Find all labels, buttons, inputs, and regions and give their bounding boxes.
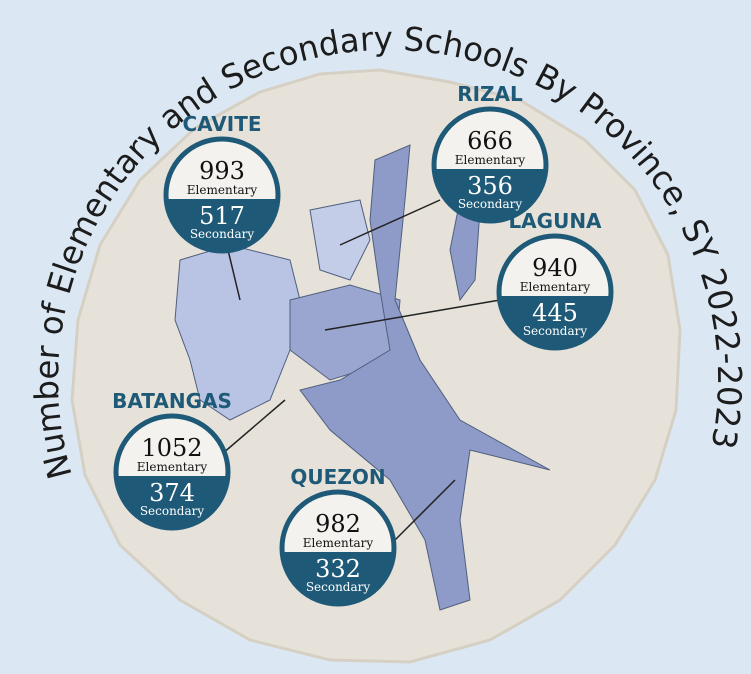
elementary-label: Elementary <box>303 536 374 550</box>
leader <box>227 249 241 301</box>
elementary-count: 940 <box>532 254 578 282</box>
secondary-count: 445 <box>532 299 578 327</box>
province-labels: CAVITE993Elementary517SecondaryRIZAL666E… <box>112 82 614 607</box>
badge-ring <box>496 233 614 351</box>
badge-ring <box>113 413 231 531</box>
elementary-label: Elementary <box>520 280 591 294</box>
province-name: CAVITE <box>182 112 261 136</box>
elementary-count: 982 <box>315 510 361 538</box>
badge-ring <box>163 136 281 254</box>
secondary-label: Secondary <box>523 324 588 338</box>
secondary-count: 517 <box>199 202 245 230</box>
province-name: RIZAL <box>457 82 523 106</box>
elementary-label: Elementary <box>137 460 208 474</box>
cavite-batangas-region <box>174 244 301 421</box>
quezon-region <box>299 144 551 611</box>
elementary-count: 1052 <box>141 434 202 462</box>
rizal-region <box>309 199 371 281</box>
elementary-label: Elementary <box>187 183 258 197</box>
secondary-label: Secondary <box>458 197 523 211</box>
secondary-label: Secondary <box>306 580 371 594</box>
secondary-count: 374 <box>149 479 195 507</box>
secondary-count: 332 <box>315 555 361 583</box>
elementary-label: Elementary <box>455 153 526 167</box>
leader <box>339 199 441 246</box>
elementary-count: 993 <box>199 157 245 185</box>
elementary-count: 666 <box>467 127 513 155</box>
badge-ring <box>431 106 549 224</box>
secondary-label: Secondary <box>190 227 255 241</box>
secondary-count: 356 <box>467 172 513 200</box>
leader <box>214 399 286 461</box>
leader <box>389 479 456 546</box>
map <box>174 144 551 611</box>
leader <box>324 299 501 331</box>
badge-ring <box>279 489 397 607</box>
secondary-label: Secondary <box>140 504 205 518</box>
leaders <box>214 199 501 546</box>
province-name: BATANGAS <box>112 389 232 413</box>
province-name: QUEZON <box>290 465 385 489</box>
province-name: LAGUNA <box>508 209 602 233</box>
